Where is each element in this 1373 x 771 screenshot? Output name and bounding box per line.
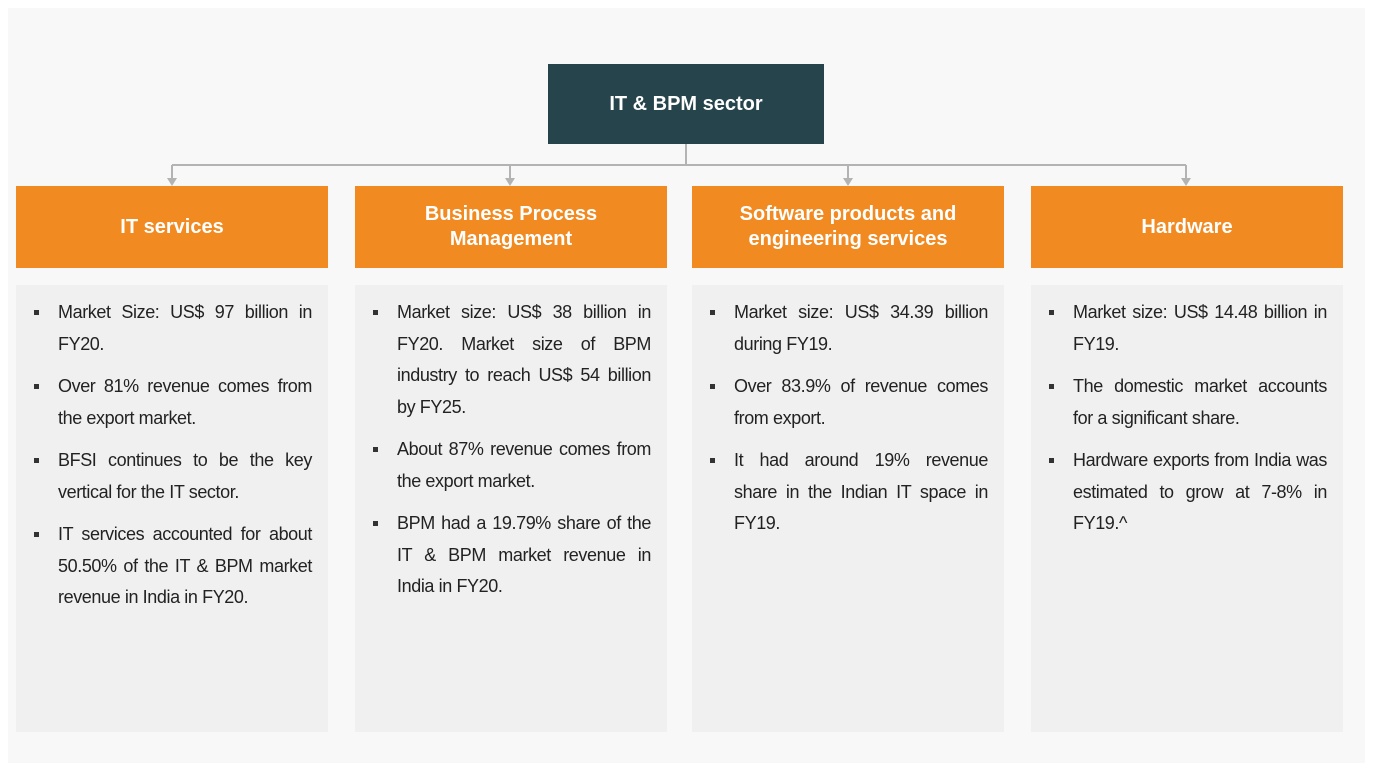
column-body: Market size: US$ 34.39 billion during FY… (692, 285, 1004, 732)
bullet-list: Market Size: US$ 97 billion in FY20. Over… (32, 297, 312, 614)
bullet-list: Market size: US$ 34.39 billion during FY… (708, 297, 988, 540)
column-header: IT services (16, 186, 328, 268)
bullet: It had around 19% revenue share in the I… (708, 445, 988, 540)
column-body: Market size: US$ 38 billion in FY20. Mar… (355, 285, 667, 732)
column-header: Software products and engineering servic… (692, 186, 1004, 268)
bullet: Market size: US$ 34.39 billion during FY… (708, 297, 988, 360)
bullet: Market Size: US$ 97 billion in FY20. (32, 297, 312, 360)
bullet: Market size: US$ 14.48 billion in FY19. (1047, 297, 1327, 360)
column-body: Market Size: US$ 97 billion in FY20. Over… (16, 285, 328, 732)
bullet: BPM had a 19.79% share of the IT & BPM m… (371, 508, 651, 603)
bullet: About 87% revenue comes from the export … (371, 434, 651, 497)
column-header: Hardware (1031, 186, 1343, 268)
column-header: Business Process Management (355, 186, 667, 268)
bullet: Over 83.9% of revenue comes from export. (708, 371, 988, 434)
bullet: The domestic market accounts for a signi… (1047, 371, 1327, 434)
bullet: IT services accounted for about 50.50% o… (32, 519, 312, 614)
bullet: Market size: US$ 38 billion in FY20. Mar… (371, 297, 651, 423)
column-body: Market size: US$ 14.48 billion in FY19. T… (1031, 285, 1343, 732)
bullet: Hardware exports from India was estimate… (1047, 445, 1327, 540)
bullet-list: Market size: US$ 38 billion in FY20. Mar… (371, 297, 651, 603)
bullet-list: Market size: US$ 14.48 billion in FY19. T… (1047, 297, 1327, 540)
root-node: IT & BPM sector (548, 64, 824, 144)
bullet: BFSI continues to be the key vertical fo… (32, 445, 312, 508)
bullet: Over 81% revenue comes from the export m… (32, 371, 312, 434)
